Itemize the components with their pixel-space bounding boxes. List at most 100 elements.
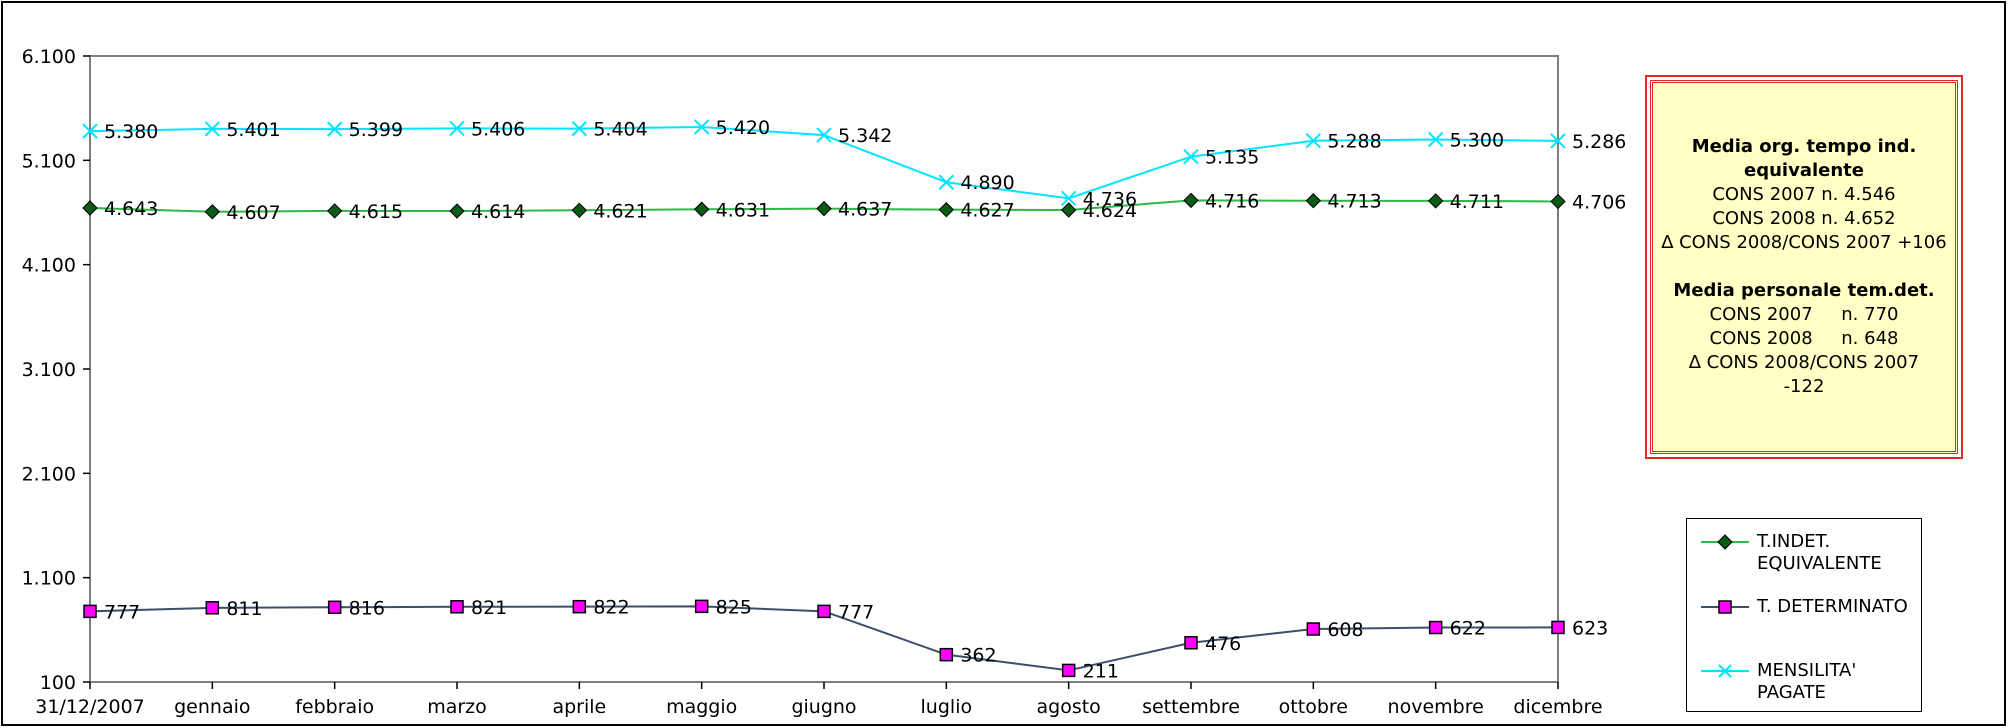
data-label: 622 — [1450, 618, 1486, 640]
info-title-2: Media personale tem.det. — [1673, 280, 1935, 301]
series-markers — [82, 119, 1566, 678]
data-label: 5.401 — [226, 119, 280, 141]
data-label: 4.624 — [1083, 200, 1137, 222]
info-title-1: Media org. tempo ind. — [1691, 136, 1917, 157]
data-point-x — [204, 121, 221, 137]
legend-label-mensilita: MENSILITA' PAGATE — [1757, 660, 1856, 704]
x-tick-label: agosto — [1037, 696, 1101, 718]
data-point-x — [1305, 133, 1322, 149]
data-point-x-stroke — [449, 120, 465, 137]
data-label: 5.342 — [838, 125, 892, 147]
data-point-diamond — [1305, 193, 1322, 209]
data-point-diamond — [1183, 192, 1199, 209]
data-label: 5.399 — [349, 119, 403, 141]
data-label: 608 — [1327, 619, 1363, 641]
data-label: 4.631 — [716, 199, 770, 221]
data-point-x-stroke — [938, 174, 955, 190]
data-point-diamond — [82, 200, 98, 216]
data-point-square — [1551, 620, 1565, 635]
legend-item-t-determinato: T. DETERMINATO — [1687, 596, 1923, 622]
data-point-x — [326, 121, 343, 137]
data-point-diamond — [938, 201, 955, 218]
data-point-diamond — [326, 203, 343, 219]
data-point-x-stroke — [1183, 148, 1199, 165]
data-label: 777 — [104, 601, 140, 623]
data-point-x — [1060, 190, 1077, 207]
x-tick-label: settembre — [1142, 696, 1240, 718]
legend-line: PAGATE — [1757, 682, 1826, 703]
data-label: 5.406 — [471, 118, 525, 140]
data-point-x-stroke — [1427, 131, 1444, 148]
data-label: 5.135 — [1205, 147, 1259, 169]
data-point-x — [82, 123, 98, 139]
data-label: 4.621 — [593, 200, 647, 222]
x-tick-label: ottobre — [1279, 696, 1348, 718]
x-tick-label: giugno — [791, 696, 856, 718]
data-point-square — [450, 600, 464, 614]
data-labels: 4.643 4.607 4.615 4.614 4.621 4.631 4.637 4.627… — [104, 117, 1626, 682]
data-point-square — [1428, 620, 1443, 635]
data-point-square — [1061, 663, 1076, 678]
data-point-square — [83, 604, 97, 619]
x-tick-label: marzo — [427, 696, 487, 718]
data-point-x — [816, 127, 832, 143]
legend-key-diamond-icon — [1701, 534, 1749, 550]
x-tick-label: novembre — [1388, 696, 1484, 718]
info-line-2: CONS 2008 n. 4.652 — [1712, 208, 1896, 229]
data-point-square — [205, 601, 220, 615]
y-tick-label: 5.100 — [22, 150, 76, 172]
data-point-x — [1427, 131, 1444, 148]
data-point-x — [449, 120, 465, 137]
data-point-square — [694, 599, 709, 614]
data-point-x — [1183, 148, 1199, 165]
data-point-diamond — [816, 200, 832, 217]
data-label: 825 — [716, 596, 752, 618]
data-label: 4.736 — [1083, 188, 1137, 210]
data-label: 4.614 — [471, 201, 525, 223]
data-point-diamond — [1060, 202, 1077, 218]
data-label: 4.637 — [838, 199, 892, 221]
info-line-5: CONS 2008 n. 648 — [1709, 328, 1899, 349]
data-label: 816 — [349, 597, 385, 619]
data-label: 821 — [471, 597, 507, 619]
x-tick-label: dicembre — [1513, 696, 1602, 718]
data-point-square — [817, 604, 831, 619]
data-point-x — [938, 174, 955, 190]
y-tick-label: 1.100 — [22, 568, 76, 590]
data-label: 211 — [1083, 660, 1119, 682]
data-label: 5.300 — [1450, 129, 1504, 151]
data-point-diamond — [571, 202, 588, 219]
x-tick-label: 31/12/2007 — [35, 696, 145, 718]
data-point-x-stroke — [1060, 190, 1077, 207]
data-point-diamond — [449, 203, 465, 219]
data-point-x — [571, 120, 588, 137]
data-label: 5.286 — [1572, 131, 1626, 153]
data-label: 4.615 — [349, 201, 403, 223]
data-label: 362 — [960, 645, 996, 667]
info-title-1b: equivalente — [1744, 160, 1864, 181]
data-label: 5.288 — [1327, 131, 1381, 153]
data-label: 623 — [1572, 617, 1608, 639]
data-label: 5.420 — [716, 117, 770, 139]
data-point-square — [572, 599, 587, 614]
data-label: 4.607 — [226, 202, 280, 224]
data-point-x-stroke — [204, 121, 221, 137]
data-point-diamond — [1550, 193, 1566, 210]
legend-line: EQUIVALENTE — [1757, 553, 1882, 574]
data-label: 4.706 — [1572, 191, 1626, 213]
y-tick-label: 100 — [40, 672, 76, 694]
legend-item-mensilita: MENSILITA' PAGATE — [1687, 660, 1923, 708]
data-point-x — [1550, 133, 1566, 149]
chart-legend: T.INDET. EQUIVALENTE T. DETERMINATO MENS… — [1686, 518, 1922, 712]
data-label: 822 — [593, 597, 629, 619]
data-point-x-stroke — [326, 121, 343, 137]
data-label: 4.713 — [1327, 191, 1381, 213]
legend-line: T. DETERMINATO — [1757, 596, 1908, 617]
legend-key-square-icon — [1701, 600, 1749, 614]
legend-label-t-indet: T.INDET. EQUIVALENTE — [1757, 531, 1882, 575]
y-tick-label: 6.100 — [22, 46, 76, 68]
info-spacer — [1653, 255, 1955, 279]
data-label: 4.643 — [104, 198, 158, 220]
data-point-x-stroke — [571, 120, 588, 137]
data-label: 4.716 — [1205, 190, 1259, 212]
